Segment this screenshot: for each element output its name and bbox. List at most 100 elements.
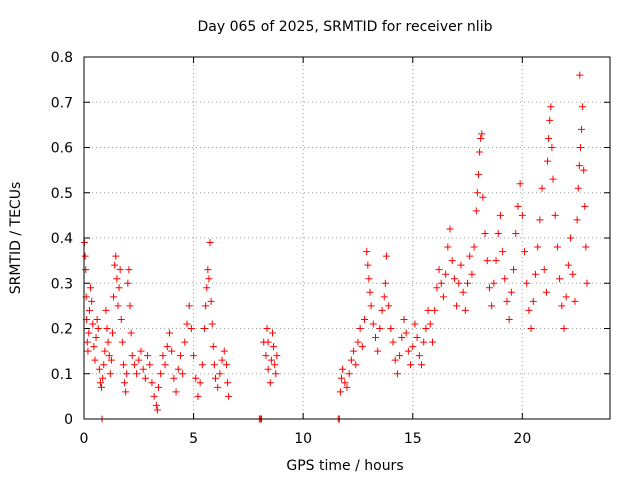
data-point xyxy=(476,148,484,156)
data-point xyxy=(122,388,130,396)
data-point xyxy=(461,306,469,314)
data-point xyxy=(201,325,209,332)
data-point xyxy=(442,270,450,278)
data-point xyxy=(523,279,531,287)
data-point xyxy=(387,325,395,332)
data-point xyxy=(578,125,586,133)
data-point xyxy=(470,243,478,251)
data-point xyxy=(89,320,97,328)
data-point xyxy=(415,352,423,360)
data-point xyxy=(366,288,374,296)
data-point xyxy=(341,379,349,387)
data-point xyxy=(490,279,498,287)
data-point xyxy=(485,284,493,292)
data-point xyxy=(413,334,421,342)
data-point xyxy=(396,352,404,360)
y-tick-label: 0.1 xyxy=(51,367,73,383)
data-point xyxy=(222,361,230,369)
data-point xyxy=(82,266,90,274)
data-point xyxy=(431,306,439,314)
data-point xyxy=(102,306,110,314)
data-point xyxy=(551,211,559,219)
data-point xyxy=(499,248,507,256)
data-point xyxy=(546,116,554,124)
data-point xyxy=(481,229,489,237)
data-point xyxy=(264,338,272,346)
y-tick-label: 0 xyxy=(64,412,73,428)
data-point xyxy=(125,266,133,274)
data-point xyxy=(531,270,539,278)
data-point xyxy=(159,352,167,360)
data-point xyxy=(371,334,379,342)
data-point xyxy=(488,302,496,310)
x-tick-label: 5 xyxy=(189,431,198,447)
data-point xyxy=(87,284,95,292)
data-point xyxy=(518,211,526,219)
data-point xyxy=(352,361,360,369)
data-point xyxy=(106,370,114,378)
data-point xyxy=(336,388,344,396)
data-point xyxy=(202,302,210,310)
data-point xyxy=(361,315,369,323)
y-tick-label: 0.6 xyxy=(51,141,73,157)
data-point xyxy=(273,352,281,360)
data-point xyxy=(343,383,351,391)
data-point xyxy=(114,302,122,310)
data-point xyxy=(428,338,436,346)
data-point xyxy=(214,383,222,391)
data-point xyxy=(378,306,386,314)
data-point xyxy=(212,374,219,382)
data-point xyxy=(190,352,198,360)
data-point xyxy=(573,216,581,224)
x-tick-label: 0 xyxy=(80,431,89,447)
data-point xyxy=(187,325,195,332)
data-point xyxy=(264,365,272,373)
data-point xyxy=(150,392,158,400)
data-point xyxy=(107,356,115,364)
data-point xyxy=(494,229,502,237)
data-point xyxy=(503,297,511,305)
data-point xyxy=(207,297,215,305)
data-point xyxy=(512,229,520,237)
data-point xyxy=(266,379,274,387)
data-point xyxy=(268,329,276,337)
data-point xyxy=(571,297,579,305)
data-point xyxy=(459,288,467,296)
data-point xyxy=(124,279,132,287)
data-point xyxy=(455,279,463,287)
data-point xyxy=(411,320,419,328)
data-point xyxy=(81,252,89,260)
data-point xyxy=(477,134,485,142)
data-point xyxy=(363,248,371,256)
y-tick-label: 0.5 xyxy=(51,186,73,202)
data-point xyxy=(448,257,456,265)
data-point xyxy=(574,184,582,192)
data-point xyxy=(203,284,211,292)
data-point xyxy=(113,275,121,283)
data-point xyxy=(374,347,382,355)
axis-ticks: 0 0.1 0.2 0.3 0.4 0.5 0.6 0.7 0.8 0 5 10 15 20 xyxy=(51,50,610,447)
data-point xyxy=(92,334,100,342)
data-point xyxy=(95,365,103,373)
data-point xyxy=(446,225,454,233)
data-point xyxy=(473,189,481,197)
data-point xyxy=(538,184,546,192)
data-point xyxy=(367,302,375,310)
chart-title: Day 065 of 2025, SRMTID for receiver nli… xyxy=(198,19,493,35)
data-point xyxy=(161,361,169,369)
data-point xyxy=(391,356,399,364)
data-point xyxy=(117,315,125,323)
data-point xyxy=(564,261,572,269)
data-point xyxy=(126,302,134,310)
data-point xyxy=(123,370,131,378)
data-point xyxy=(475,171,482,179)
data-point xyxy=(562,293,570,301)
data-point xyxy=(103,325,111,332)
data-point xyxy=(492,257,500,265)
data-point xyxy=(514,202,522,210)
data-point xyxy=(137,347,145,355)
data-point xyxy=(369,320,377,328)
data-point xyxy=(127,329,135,337)
data-point xyxy=(501,275,509,283)
